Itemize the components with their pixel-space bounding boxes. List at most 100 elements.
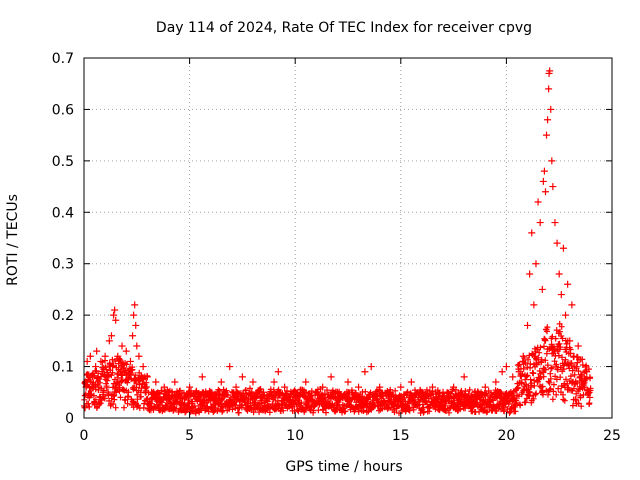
data-point <box>439 388 447 396</box>
data-point <box>260 388 268 396</box>
data-point-marker <box>291 388 299 396</box>
data-point <box>143 373 151 381</box>
data-point-marker <box>562 311 570 319</box>
data-point-marker <box>130 311 138 319</box>
data-point-marker <box>126 357 134 365</box>
y-axis-label: ROTI / TECUs <box>5 194 21 286</box>
x-tick-label: 20 <box>497 428 515 444</box>
point-cloud-path <box>81 320 594 417</box>
data-point <box>555 270 563 278</box>
y-tick-label: 0.5 <box>52 154 74 170</box>
data-point <box>524 321 532 329</box>
data-point-marker <box>428 383 436 391</box>
data-point-marker <box>526 270 534 278</box>
x-axis-label: GPS time / hours <box>285 459 402 475</box>
data-point-marker <box>122 347 130 355</box>
data-point <box>132 321 140 329</box>
data-point-marker <box>110 311 118 319</box>
data-point-marker <box>545 85 553 93</box>
data-point <box>124 388 132 396</box>
data-point-marker <box>386 388 394 396</box>
tick-labels: 0 5 10 15 20 25 0 0.1 0.2 0.3 0.4 0.5 0.6 0.7 <box>52 51 621 444</box>
data-point-marker <box>544 116 552 124</box>
data-point-marker <box>539 177 547 185</box>
data-point <box>186 383 194 391</box>
plot-frame <box>83 57 613 419</box>
x-tick-label: 10 <box>286 428 304 444</box>
data-point-marker <box>568 301 576 309</box>
data-point <box>103 373 111 381</box>
data-point-marker <box>137 373 145 381</box>
data-point-marker <box>502 363 510 371</box>
data-point-marker <box>557 291 565 299</box>
data-point-marker <box>81 404 89 412</box>
data-point <box>570 352 578 360</box>
data-point-marker <box>578 378 586 386</box>
data-point-marker <box>574 342 582 350</box>
data-point <box>226 363 234 371</box>
data-point-marker <box>249 378 257 386</box>
data-point-marker <box>460 373 468 381</box>
data-point-marker <box>551 219 559 227</box>
data-point <box>111 306 119 314</box>
data-point <box>572 363 580 371</box>
data-point-marker <box>83 357 91 365</box>
data-point-marker <box>177 393 185 401</box>
data-point <box>344 378 352 386</box>
y-tick-label: 0.4 <box>52 205 74 221</box>
data-point <box>540 167 548 175</box>
data-point <box>109 363 117 371</box>
data-point-marker <box>581 383 589 391</box>
x-tick-label: 15 <box>392 428 410 444</box>
data-point-marker <box>576 373 584 381</box>
data-point-marker <box>99 388 107 396</box>
data-point <box>133 342 141 350</box>
data-point <box>471 388 479 396</box>
data-point <box>249 378 257 386</box>
y-tick-label: 0 <box>65 411 74 427</box>
data-point <box>327 373 335 381</box>
data-point <box>407 378 415 386</box>
data-point-marker <box>274 368 282 376</box>
data-point-marker <box>116 378 124 386</box>
y-tick-label: 0.3 <box>52 257 74 273</box>
data-point <box>376 383 384 391</box>
data-point-marker <box>232 383 240 391</box>
data-point <box>585 388 593 396</box>
data-point-marker <box>559 244 567 252</box>
y-tick-label: 0.6 <box>52 102 74 118</box>
data-point <box>135 352 143 360</box>
data-point-marker <box>129 332 137 340</box>
data-point <box>198 373 206 381</box>
data-point <box>171 378 179 386</box>
data-point-marker <box>132 321 140 329</box>
data-point-marker <box>555 270 563 278</box>
data-point <box>333 388 341 396</box>
data-point-marker <box>93 347 101 355</box>
data-point <box>568 301 576 309</box>
data-point-marker <box>143 373 151 381</box>
data-point-marker <box>439 388 447 396</box>
data-point-marker <box>192 388 200 396</box>
data-point-marker <box>553 239 561 247</box>
data-point-marker <box>148 388 156 396</box>
data-point <box>532 260 540 268</box>
data-point-marker <box>133 342 141 350</box>
data-point-marker <box>114 352 122 360</box>
data-point-marker <box>88 373 96 381</box>
data-point <box>566 337 574 345</box>
data-point-marker <box>135 352 143 360</box>
data-point-marker <box>91 399 99 407</box>
data-point <box>116 378 124 386</box>
data-point <box>498 368 506 376</box>
data-point <box>492 378 500 386</box>
data-point <box>548 157 556 165</box>
data-point <box>137 373 145 381</box>
data-point <box>539 177 547 185</box>
data-point-marker <box>532 260 540 268</box>
data-point <box>545 85 553 93</box>
data-point <box>92 363 100 371</box>
x-tick-label: 25 <box>603 428 621 444</box>
data-point <box>130 311 138 319</box>
